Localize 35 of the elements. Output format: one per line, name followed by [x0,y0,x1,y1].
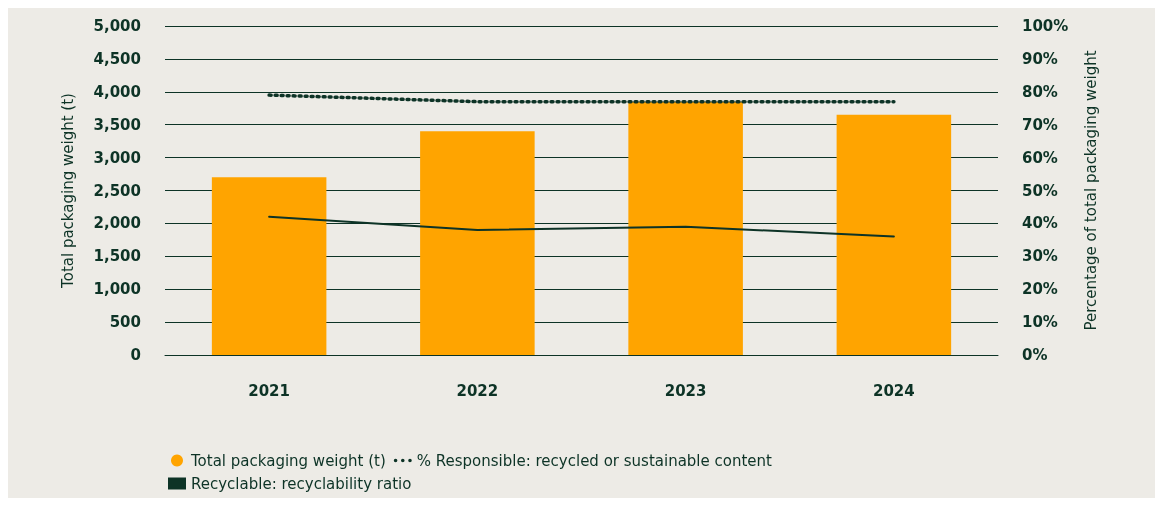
bar [211,177,327,355]
y2-axis-title: Percentage of total packaging weight [1081,50,1100,331]
y-tick-label: 1,500 [93,247,141,266]
bar [420,131,535,355]
y2-tick-label: 60% [1022,148,1058,167]
y2-tick-label: 40% [1022,214,1058,233]
bar [836,114,952,355]
y-tick-label: 500 [109,313,141,332]
y2-tick-label: 100% [1022,17,1069,35]
y2-tick-label: 50% [1022,181,1058,200]
legend-label: % Responsible: recycled or sustainable content [416,451,773,470]
y-tick-label: 5,000 [93,17,141,35]
y2-tick-label: 80% [1022,82,1058,101]
y-tick-label: 1,000 [93,280,141,299]
legend-label: Recyclable: recyclability ratio [191,474,412,493]
y-axis-title: Total packaging weight (t) [58,93,77,289]
y-tick-label: 4,500 [93,49,141,68]
x-tick-label: 2024 [873,381,915,400]
y-tick-label: 0 [130,346,141,364]
y-tick-label: 3,000 [93,148,141,167]
x-tick-label: 2022 [456,381,499,400]
y2-tick-label: 70% [1022,115,1058,134]
x-tick-label: 2021 [248,381,290,400]
y-tick-label: 2,000 [93,214,141,233]
y2-tick-label: 0% [1022,346,1048,364]
bar [628,101,743,355]
x-tick-label: 2023 [664,381,707,400]
y-tick-label: 2,500 [93,181,141,200]
legend-label: Total packaging weight (t) [190,451,386,470]
y2-tick-label: 30% [1022,247,1058,266]
y-tick-label: 4,000 [93,82,141,101]
y-tick-label: 3,500 [93,115,141,134]
y2-tick-label: 10% [1022,313,1058,332]
y2-tick-label: 90% [1022,49,1058,68]
y2-tick-label: 20% [1022,280,1058,299]
